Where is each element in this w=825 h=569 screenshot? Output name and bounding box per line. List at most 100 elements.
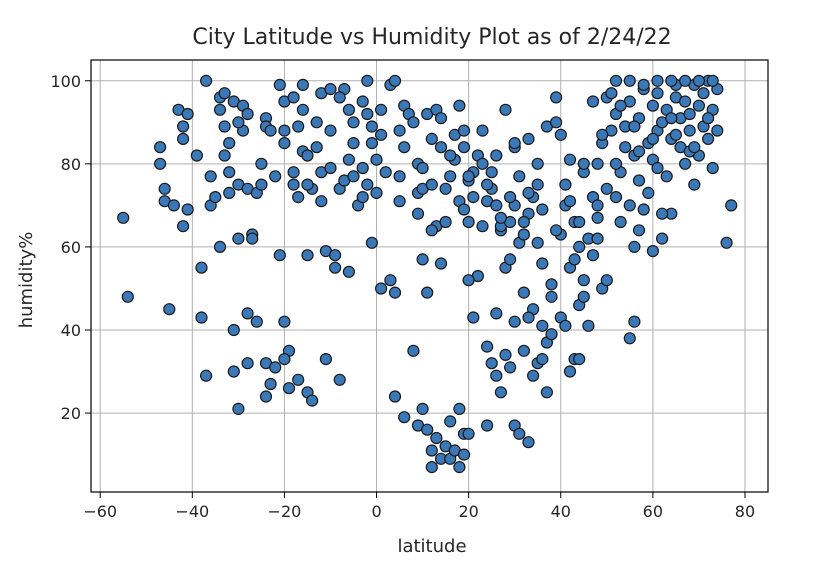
data-point bbox=[347, 116, 360, 129]
data-point bbox=[398, 141, 411, 154]
data-point bbox=[623, 74, 636, 87]
y-tick-label: 40 bbox=[61, 321, 81, 340]
data-point bbox=[476, 220, 489, 233]
data-point bbox=[375, 282, 388, 295]
data-point bbox=[425, 444, 438, 457]
data-point bbox=[655, 232, 669, 245]
data-point bbox=[485, 166, 498, 179]
data-points bbox=[117, 74, 738, 474]
data-point bbox=[324, 82, 337, 96]
data-point bbox=[163, 303, 176, 316]
data-point bbox=[504, 361, 517, 374]
data-point bbox=[204, 170, 217, 183]
data-point bbox=[416, 253, 429, 266]
data-point bbox=[457, 124, 471, 137]
data-point bbox=[706, 161, 719, 175]
data-point bbox=[287, 91, 300, 104]
data-point bbox=[347, 137, 360, 150]
data-point bbox=[223, 137, 236, 150]
data-point bbox=[365, 137, 378, 150]
data-point bbox=[646, 99, 660, 112]
data-point bbox=[692, 99, 706, 112]
data-point bbox=[421, 286, 434, 299]
data-point bbox=[637, 203, 650, 216]
data-point bbox=[517, 344, 531, 357]
data-point bbox=[586, 249, 600, 262]
data-point bbox=[407, 116, 420, 129]
data-point bbox=[361, 74, 374, 87]
data-point bbox=[121, 290, 134, 303]
data-point bbox=[642, 186, 655, 199]
data-point bbox=[499, 348, 512, 361]
data-point bbox=[384, 274, 397, 287]
data-point bbox=[218, 87, 231, 100]
data-point bbox=[632, 174, 646, 187]
data-point bbox=[688, 141, 701, 154]
data-point bbox=[273, 249, 286, 262]
data-point bbox=[706, 74, 719, 87]
data-point bbox=[444, 415, 457, 428]
data-point bbox=[301, 149, 314, 162]
data-point bbox=[457, 448, 471, 461]
data-point bbox=[329, 261, 342, 274]
data-point bbox=[651, 74, 664, 87]
data-point bbox=[416, 402, 429, 415]
data-point bbox=[388, 390, 402, 403]
data-point bbox=[646, 132, 660, 145]
data-point bbox=[725, 199, 738, 212]
data-point bbox=[411, 207, 425, 220]
data-point bbox=[278, 124, 291, 137]
data-point bbox=[462, 170, 475, 183]
data-point bbox=[278, 137, 291, 150]
data-point bbox=[223, 166, 236, 179]
data-point bbox=[292, 120, 305, 133]
data-point bbox=[177, 220, 190, 233]
data-point bbox=[453, 402, 466, 415]
chart-title: City Latitude vs Humidity Plot as of 2/2… bbox=[192, 25, 671, 50]
data-point bbox=[370, 153, 383, 166]
data-point bbox=[660, 170, 673, 183]
data-point bbox=[462, 274, 475, 287]
data-point bbox=[393, 124, 406, 137]
data-point bbox=[190, 149, 203, 162]
data-point bbox=[513, 170, 526, 183]
data-point bbox=[476, 124, 489, 137]
x-tick-label: 20 bbox=[458, 502, 478, 521]
data-point bbox=[522, 132, 535, 145]
data-point bbox=[310, 141, 323, 154]
data-point bbox=[701, 112, 715, 125]
data-point bbox=[375, 103, 388, 116]
data-point bbox=[347, 170, 360, 183]
data-point bbox=[655, 207, 669, 220]
data-point bbox=[504, 191, 517, 204]
data-point bbox=[591, 232, 604, 245]
data-point bbox=[600, 182, 613, 195]
x-tick-label: −40 bbox=[175, 502, 209, 521]
data-point bbox=[444, 149, 457, 162]
data-point bbox=[421, 423, 434, 436]
data-point bbox=[218, 149, 231, 162]
x-tick-label: −20 bbox=[268, 502, 302, 521]
data-point bbox=[407, 344, 420, 357]
data-point bbox=[296, 78, 309, 92]
data-point bbox=[669, 128, 683, 141]
data-point bbox=[559, 319, 572, 332]
data-point bbox=[292, 373, 305, 386]
data-point bbox=[324, 124, 337, 137]
data-point bbox=[628, 240, 641, 253]
data-point bbox=[457, 203, 471, 216]
data-point bbox=[453, 461, 466, 474]
x-axis-ticks: −60 −40 −20 0 20 40 60 80 bbox=[83, 492, 755, 521]
data-point bbox=[361, 107, 374, 121]
data-point bbox=[388, 74, 402, 87]
data-point bbox=[425, 178, 438, 191]
data-point bbox=[522, 436, 535, 449]
data-point bbox=[365, 120, 378, 133]
data-point bbox=[200, 369, 213, 382]
data-point bbox=[605, 87, 618, 100]
y-tick-label: 60 bbox=[61, 238, 81, 257]
data-point bbox=[181, 203, 194, 216]
data-point bbox=[444, 170, 457, 183]
data-point bbox=[425, 461, 438, 474]
